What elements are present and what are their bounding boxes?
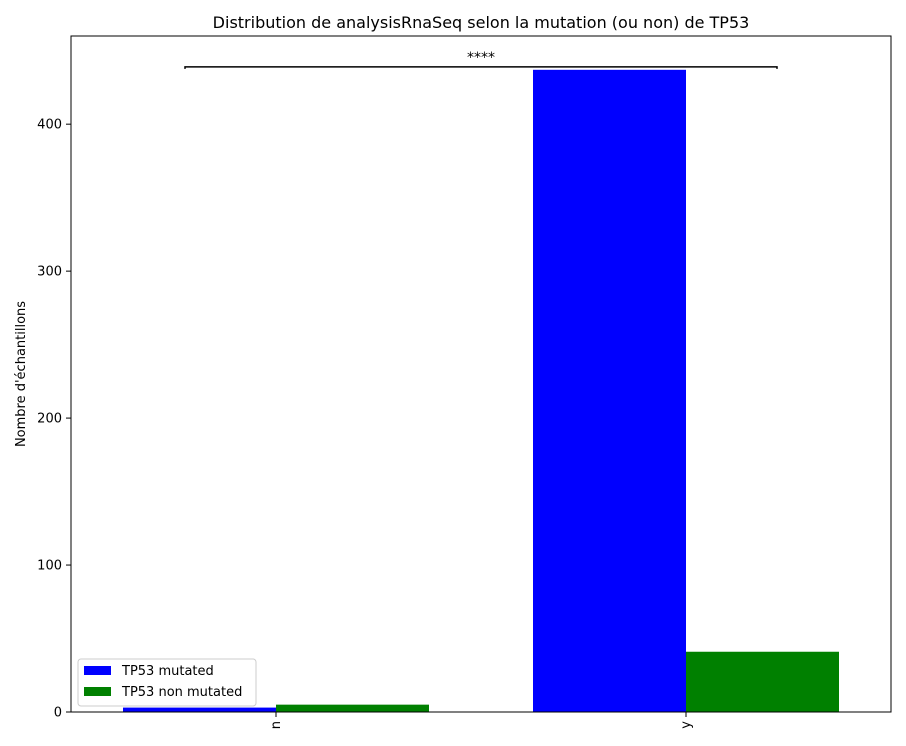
legend-label: TP53 mutated <box>121 664 214 679</box>
y-tick-label: 100 <box>37 559 62 574</box>
bars-group <box>123 69 839 713</box>
plot-area-frame <box>70 35 892 713</box>
legend-swatch <box>84 687 111 696</box>
x-tick-label: n <box>269 721 284 729</box>
y-tick-label: 200 <box>37 412 62 427</box>
y-axis-label: Nombre d'échantillons <box>14 301 29 447</box>
y-tick-label: 0 <box>54 706 62 721</box>
bar-tp53-mutated-y <box>533 69 686 713</box>
significance-bracket <box>184 66 778 69</box>
significance-annotation: **** <box>184 50 778 69</box>
y-tick-label: 300 <box>37 265 62 280</box>
chart-title: Distribution de analysisRnaSeq selon la … <box>213 13 750 32</box>
legend: TP53 mutated TP53 non mutated <box>77 658 257 707</box>
x-tick-label: y <box>679 721 694 729</box>
legend-label: TP53 non mutated <box>121 685 242 700</box>
significance-label: **** <box>467 50 495 66</box>
legend-swatch <box>84 666 111 675</box>
bar-tp53-non-mutated-n <box>276 704 429 712</box>
bar-tp53-non-mutated-y <box>686 651 839 712</box>
bar-tp53-mutated-n <box>123 707 276 712</box>
legend-box <box>77 658 257 707</box>
y-axis: 0 100 200 300 400 <box>37 118 71 721</box>
y-tick-label: 400 <box>37 118 62 133</box>
